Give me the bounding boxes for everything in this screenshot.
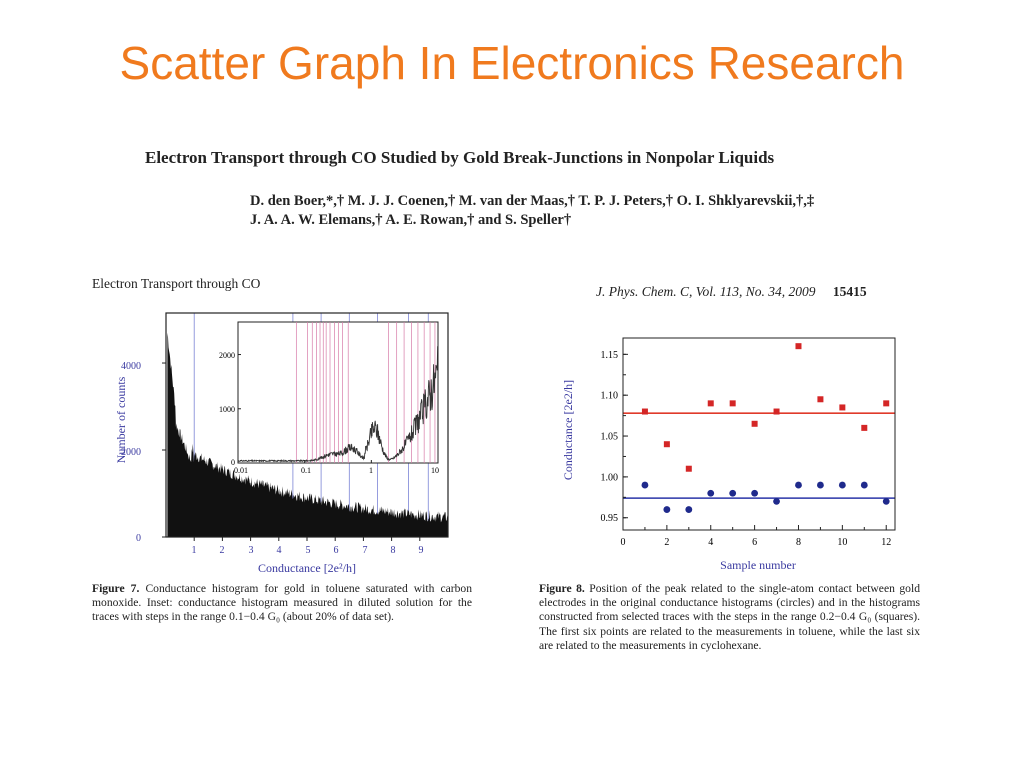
circle-point — [685, 506, 693, 513]
circle-point — [860, 481, 868, 489]
running-head-left: Electron Transport through CO — [92, 276, 261, 291]
x-tick-5: 5 — [306, 545, 311, 556]
inset-y-tick-2000: 2000 — [219, 351, 235, 360]
circle-point — [838, 481, 846, 489]
figure-7-xlabel: Conductance [2e²/h] — [258, 561, 356, 575]
inset-ticks — [237, 354, 439, 464]
circle-point — [707, 489, 715, 497]
x-tick-label: 12 — [881, 537, 891, 548]
paper-title: Electron Transport through CO Studied by… — [145, 148, 775, 167]
x-tick-6: 6 — [334, 545, 339, 556]
square-point — [707, 400, 714, 407]
inset-y-tick-1000: 1000 — [219, 405, 235, 414]
figure-8-ylabel: Conductance [2e2/h] — [561, 380, 575, 480]
data-points — [641, 343, 890, 513]
figure-7-caption-text: Conductance histogram for gold in toluen… — [92, 582, 472, 624]
journal-citation: J. Phys. Chem. C, Vol. 113, No. 34, 2009 — [596, 284, 816, 299]
figure-8-scatter: Conductance [2e2/h] Sample number 0.95 1.… — [561, 337, 896, 572]
circle-point — [882, 498, 890, 505]
x-tick-1: 1 — [192, 545, 197, 556]
inset-x-tick-0.1: 0.1 — [301, 466, 311, 475]
main-histogram-area — [167, 332, 448, 537]
plot-frame — [622, 337, 896, 531]
figure-8-xlabel: Sample number — [720, 558, 796, 572]
y-tick-label: 1.00 — [601, 472, 619, 483]
x-tick-8: 8 — [391, 545, 396, 556]
square-point — [883, 400, 890, 407]
y-tick-label: 1.10 — [601, 391, 619, 402]
axis-ticks: 0.95 1.00 1.05 1.10 1.15 0 2 4 6 8 10 12 — [601, 350, 892, 548]
figure-7-caption-label: Figure 7. — [92, 582, 140, 595]
y-tick-0: 0 — [136, 533, 141, 544]
x-tick-2: 2 — [220, 545, 225, 556]
circle-point — [729, 489, 737, 497]
x-tick-label: 2 — [664, 537, 669, 548]
main-ticks — [162, 362, 421, 541]
circle-point — [795, 481, 802, 489]
circle-point — [773, 498, 780, 505]
inset-x-tick-0.01: 0.01 — [234, 466, 248, 475]
inset-x-tick-1: 1 — [369, 466, 373, 475]
x-tick-label: 0 — [621, 537, 626, 548]
inset-pink-lines — [295, 322, 436, 463]
inset-y-tick-0: 0 — [231, 458, 235, 467]
square-point — [663, 441, 670, 448]
x-tick-label: 10 — [837, 537, 847, 548]
circle-point — [751, 489, 759, 497]
square-point — [641, 408, 648, 415]
x-tick-label: 6 — [752, 537, 757, 548]
circle-point — [817, 481, 824, 489]
page-number: 15415 — [832, 284, 867, 299]
x-tick-label: 8 — [796, 537, 801, 548]
x-tick-label: 4 — [708, 537, 713, 548]
square-point — [773, 408, 780, 415]
figure-8-caption-label: Figure 8. — [539, 582, 585, 595]
figure-8-caption: Figure 8. Position of the peak related t… — [539, 582, 920, 653]
x-tick-4: 4 — [277, 545, 282, 556]
figure-7-histogram: 4000 2000 0 Number of counts 1 2 3 4 5 6… — [114, 312, 449, 575]
square-point — [729, 400, 736, 407]
x-tick-3: 3 — [249, 545, 254, 556]
square-point — [751, 420, 758, 427]
y-tick-label: 0.95 — [601, 513, 619, 524]
y-tick-label: 1.05 — [601, 432, 619, 443]
square-point — [685, 465, 692, 472]
square-point — [861, 424, 868, 431]
x-tick-9: 9 — [419, 545, 424, 556]
x-tick-7: 7 — [363, 545, 368, 556]
square-point — [817, 396, 824, 403]
running-head-right: J. Phys. Chem. C, Vol. 113, No. 34, 2009… — [596, 284, 867, 300]
figure-7-ylabel: Number of counts — [114, 376, 128, 463]
square-point — [795, 343, 802, 350]
authors-line-1: D. den Boer,*,† M. J. J. Coenen,† M. van… — [250, 193, 815, 209]
y-tick-label: 1.15 — [601, 350, 619, 361]
inset-x-tick-10: 10 — [431, 466, 439, 475]
circle-point — [663, 506, 671, 513]
figure-7-caption: Figure 7. Conductance histogram for gold… — [92, 582, 472, 625]
slide-title: Scatter Graph In Electronics Research — [119, 37, 905, 89]
y-tick-2000: 2000 — [121, 447, 141, 458]
square-point — [839, 404, 846, 411]
circle-point — [641, 481, 649, 489]
inset-histogram — [237, 346, 439, 463]
reference-lines — [623, 412, 895, 499]
figure-8-caption-text: Position of the peak related to the sing… — [539, 582, 920, 652]
authors-line-2: J. A. A. W. Elemans,† A. E. Rowan,† and … — [250, 212, 572, 228]
y-tick-4000: 4000 — [121, 361, 141, 372]
